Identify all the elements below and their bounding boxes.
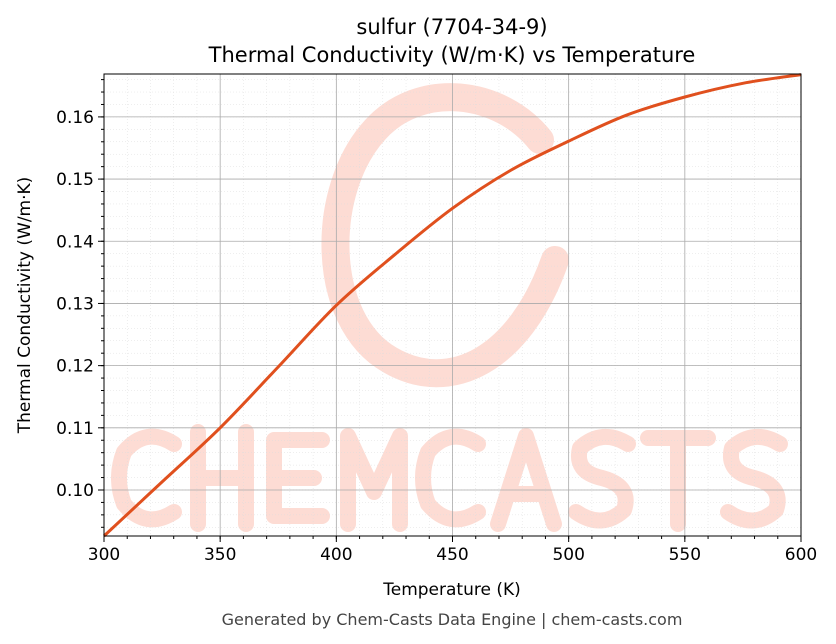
series-line — [102, 73, 802, 538]
y-tick-label: 0.15 — [56, 170, 94, 190]
y-tick-label: 0.10 — [56, 481, 94, 501]
x-tick-label: 350 — [204, 545, 236, 565]
x-tick-label: 500 — [552, 545, 584, 565]
chart-subtitle: Thermal Conductivity (W/m·K) vs Temperat… — [208, 43, 696, 67]
y-tick-label: 0.14 — [56, 232, 94, 252]
watermark-letter — [568, 429, 636, 529]
watermark-logo — [111, 83, 788, 532]
x-tick-label: 300 — [88, 545, 120, 565]
grid — [103, 74, 802, 536]
watermark-swirl — [321, 83, 569, 388]
y-tick-label: 0.11 — [56, 419, 94, 439]
y-tick-label: 0.16 — [56, 108, 94, 128]
watermark-lettering — [111, 424, 788, 532]
y-tick-label: 0.12 — [56, 357, 94, 377]
watermark-letter — [490, 428, 562, 532]
axis-ticks: 300 350 400 450 500 550 600 0.10 0.11 0.12 0.13 0.1… — [56, 79, 817, 565]
series-layer — [102, 73, 802, 538]
watermark-letter — [190, 424, 254, 532]
footer-credit: Generated by Chem-Casts Data Engine | ch… — [222, 610, 683, 629]
chart-title: sulfur (7704-34-9) — [356, 15, 547, 39]
watermark-letter — [111, 428, 182, 528]
y-tick-label: 0.13 — [56, 294, 94, 314]
y-axis-label: Thermal Conductivity (W/m·K) — [15, 177, 35, 435]
x-tick-label: 600 — [785, 545, 817, 565]
x-tick-label: 450 — [436, 545, 468, 565]
watermark-letter — [266, 432, 330, 524]
x-axis-label: Temperature (K) — [382, 580, 521, 600]
watermark-letter — [720, 429, 788, 529]
x-tick-label: 400 — [320, 545, 352, 565]
x-tick-label: 550 — [669, 545, 701, 565]
watermark-letter — [415, 428, 486, 528]
watermark-letter — [640, 430, 716, 532]
watermark-letter — [340, 428, 408, 532]
